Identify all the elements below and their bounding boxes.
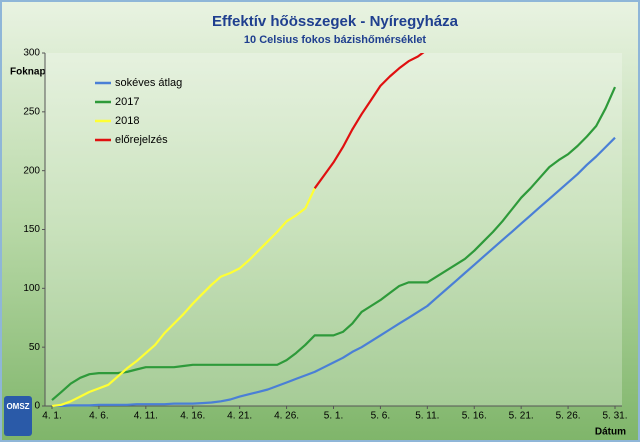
lines xyxy=(51,53,617,407)
x-tick-label: 4. 21. xyxy=(227,411,252,422)
x-tick-label: 5. 6. xyxy=(371,411,390,422)
logo-box xyxy=(4,396,32,436)
y-tick-label: 250 xyxy=(23,106,40,117)
y-tick-label: 150 xyxy=(23,224,40,235)
legend-label: 2018 xyxy=(115,115,139,127)
x-tick-label: 5. 16. xyxy=(462,411,487,422)
y-tick-label: 100 xyxy=(23,283,40,294)
chart-title: Effektív hőösszegek - Nyíregyháza xyxy=(212,13,459,30)
x-tick-label: 5. 11. xyxy=(415,411,439,422)
legend-label: 2017 xyxy=(115,96,139,108)
y-tick-label: 200 xyxy=(23,165,40,176)
x-tick-label: 4. 11. xyxy=(134,411,158,422)
x-tick-label: 4. 26. xyxy=(274,411,299,422)
logo: OMSZ xyxy=(6,402,29,411)
legend-label: előrejelzés xyxy=(115,134,168,146)
x-tick-label: 4. 6. xyxy=(89,411,108,422)
series-line xyxy=(51,86,617,401)
x-tick-label: 5. 21. xyxy=(509,411,534,422)
y-tick-label: 0 xyxy=(34,401,40,412)
y-tick-label: 50 xyxy=(29,342,41,353)
x-tick-label: 5. 31. xyxy=(602,411,627,422)
series-line xyxy=(51,187,316,407)
legend-label: sokéves átlag xyxy=(115,77,182,89)
x-axis-label: Dátum xyxy=(595,427,626,438)
y-axis-label: Foknap xyxy=(10,67,46,78)
series-line xyxy=(52,136,616,407)
x-tick-label: 5. 1. xyxy=(324,411,343,422)
x-tick-label: 4. 1. xyxy=(42,411,61,422)
x-tick-label: 4. 16. xyxy=(180,411,205,422)
y-tick-label: 300 xyxy=(23,48,40,59)
x-tick-label: 5. 26. xyxy=(556,411,581,422)
series-line xyxy=(313,53,425,189)
chart-subtitle: 10 Celsius fokos bázishőmérséklet xyxy=(244,34,427,46)
plot-area xyxy=(45,53,622,406)
